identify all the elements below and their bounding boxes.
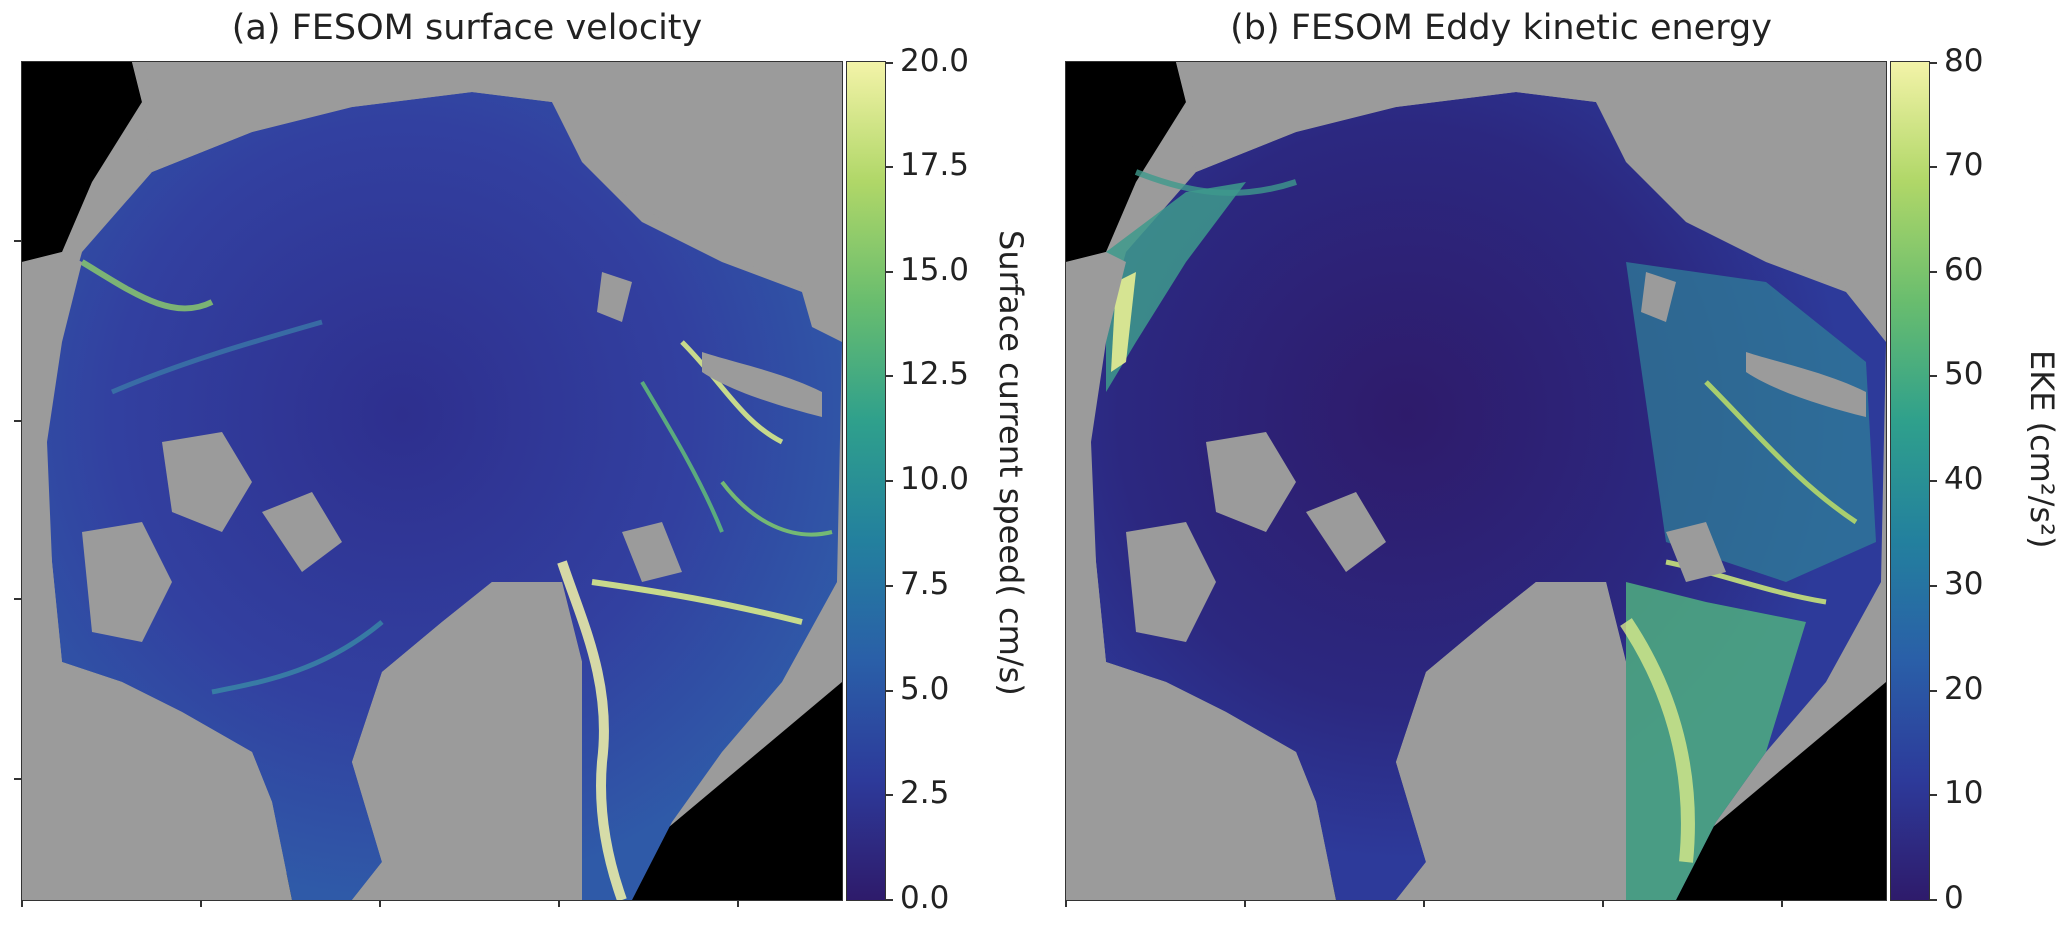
panel-b-map-svg — [1066, 62, 1886, 900]
high-eke-region — [1134, 169, 1297, 196]
colorbar-tick: 7.5 — [900, 566, 950, 602]
colorbar-tick: 17.5 — [900, 147, 970, 183]
land-mass — [1666, 522, 1726, 582]
colorbar-tick-mark — [1929, 585, 1937, 587]
x-tick — [1423, 900, 1425, 907]
x-tick — [1602, 900, 1604, 907]
land-mass — [702, 352, 822, 417]
colorbar-tick-mark — [1929, 271, 1937, 273]
colorbar-tick-mark — [1929, 62, 1937, 64]
high-eke-region — [1106, 182, 1246, 392]
land-mass — [622, 522, 682, 582]
colorbar-tick: 20 — [1944, 671, 1984, 707]
land-mass — [1746, 352, 1866, 417]
land-mass — [802, 292, 842, 342]
colorbar-tick-mark — [1929, 899, 1937, 901]
panel-a: (a) FESOM surface velocity — [0, 0, 1030, 929]
y-tick — [14, 598, 21, 600]
colorbar-tick: 12.5 — [900, 356, 970, 392]
y-tick — [14, 420, 21, 422]
land-mass — [352, 582, 582, 900]
x-tick — [737, 900, 739, 907]
colorbar-tick: 10 — [1944, 775, 1984, 811]
colorbar-tick: 30 — [1944, 566, 1984, 602]
colorbar-tick: 5.0 — [900, 671, 950, 707]
land-mass — [1126, 522, 1216, 642]
land-mass — [597, 272, 632, 322]
colorbar-tick: 0.0 — [900, 880, 950, 916]
y-tick — [14, 778, 21, 780]
panel-a-colorbar-label: Surface current speed( cm/s) — [992, 230, 1030, 696]
land-mass — [132, 62, 842, 292]
current-streak — [80, 259, 214, 312]
panel-a-title: (a) FESOM surface velocity — [231, 8, 703, 48]
current-streak — [680, 340, 784, 445]
colorbar-tick: 80 — [1944, 43, 1984, 79]
land-mass — [262, 492, 342, 572]
panel-a-colorbar — [846, 61, 886, 901]
colorbar-tick-mark — [885, 690, 893, 692]
colorbar-tick: 20.0 — [900, 43, 970, 79]
colorbar-tick-mark — [885, 794, 893, 796]
colorbar-tick: 2.5 — [900, 775, 950, 811]
x-tick — [1781, 900, 1783, 907]
y-tick — [14, 240, 21, 242]
land-mass — [1306, 492, 1386, 572]
land-mass — [1641, 272, 1676, 322]
panel-b-colorbar-label: EKE (cm²/s²) — [2023, 350, 2061, 549]
x-tick — [1065, 900, 1067, 907]
colorbar-tick-mark — [885, 166, 893, 168]
no-data-region — [1066, 62, 1186, 262]
x-tick — [200, 900, 202, 907]
high-eke-region — [1620, 618, 1695, 863]
colorbar-tick-mark — [885, 899, 893, 901]
panel-b-title: (b) FESOM Eddy kinetic energy — [1230, 8, 1772, 48]
panel-b-map — [1065, 61, 1887, 901]
high-eke-region — [1704, 380, 1858, 525]
colorbar-tick-mark — [885, 375, 893, 377]
colorbar-tick: 70 — [1944, 147, 1984, 183]
land-mass — [22, 252, 292, 900]
colorbar-tick: 15.0 — [900, 252, 970, 288]
colorbar-tick: 10.0 — [900, 461, 970, 497]
panel-a-map-svg — [22, 62, 842, 900]
panel-a-map — [21, 61, 843, 901]
current-streak — [640, 380, 724, 533]
high-eke-region — [1626, 262, 1876, 582]
colorbar-tick: 0 — [1944, 880, 1964, 916]
colorbar-tick-mark — [885, 271, 893, 273]
land-mass — [1066, 252, 1336, 900]
land-mass — [1396, 582, 1626, 900]
panel-b-colorbar — [1890, 61, 1930, 901]
colorbar-tick: 50 — [1944, 356, 1984, 392]
colorbar-tick-mark — [1929, 480, 1937, 482]
land-mass — [82, 522, 172, 642]
x-tick — [379, 900, 381, 907]
colorbar-tick-mark — [1929, 166, 1937, 168]
high-eke-region — [1626, 582, 1806, 900]
current-streak — [557, 560, 627, 900]
land-mass — [1206, 432, 1296, 532]
land-mass — [1176, 62, 1886, 292]
x-tick — [558, 900, 560, 907]
colorbar-tick-mark — [885, 585, 893, 587]
colorbar-tick-mark — [1929, 375, 1937, 377]
current-streak — [591, 579, 803, 625]
colorbar-tick: 40 — [1944, 461, 1984, 497]
current-streak — [111, 319, 323, 395]
land-mass — [162, 432, 252, 532]
colorbar-tick-mark — [885, 62, 893, 64]
colorbar-tick-mark — [885, 480, 893, 482]
current-streak — [720, 480, 833, 537]
panel-b: (b) FESOM Eddy kinetic energy — [1035, 0, 2067, 929]
arctic-ocean — [42, 92, 842, 900]
x-tick — [1244, 900, 1246, 907]
x-tick — [21, 900, 23, 907]
colorbar-tick: 60 — [1944, 252, 1984, 288]
current-streak — [211, 620, 384, 695]
colorbar-tick-mark — [1929, 690, 1937, 692]
no-data-region — [22, 62, 142, 262]
colorbar-tick-mark — [1929, 794, 1937, 796]
